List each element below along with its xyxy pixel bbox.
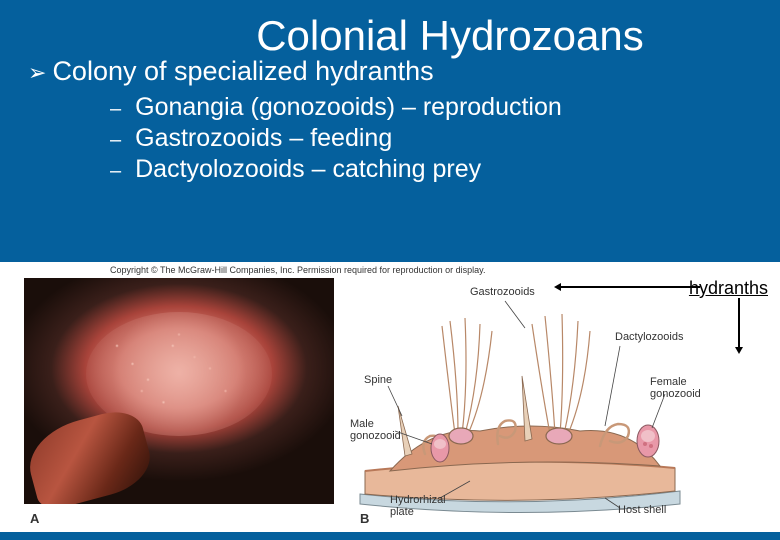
- label-spine: Spine: [364, 374, 392, 386]
- bullet-arrow-icon: ➢: [28, 60, 46, 86]
- gastrozooid-left: [442, 318, 492, 444]
- sub-bullet-text: Dactyolozooids – catching prey: [135, 155, 481, 184]
- sub-bullet-list: – Gonangia (gonozooids) – reproduction –…: [0, 93, 780, 184]
- male-gonozooid: [431, 434, 449, 462]
- diagram-svg: [350, 276, 690, 516]
- photo-panel-a: [24, 278, 334, 504]
- sub-bullet-item: – Dactyolozooids – catching prey: [110, 155, 780, 184]
- label-hydrorhizal-plate: Hydrorhizal plate: [390, 494, 446, 518]
- main-bullet: ➢ Colony of specialized hydranths: [0, 56, 780, 87]
- sub-bullet-item: – Gastrozooids – feeding: [110, 124, 780, 153]
- annotation-arrow-down: [738, 298, 740, 348]
- copyright-text: Copyright © The McGraw-Hill Companies, I…: [110, 265, 485, 275]
- main-bullet-text: Colony of specialized hydranths: [52, 56, 433, 87]
- gastrozooid-right: [532, 314, 590, 444]
- slide-title: Colonial Hydrozoans: [0, 0, 780, 60]
- dash-icon: –: [110, 160, 121, 183]
- label-male-gonozooid: Male gonozooid: [350, 418, 401, 442]
- label-gastrozooids: Gastrozooids: [470, 286, 535, 298]
- sub-bullet-text: Gonangia (gonozooids) – reproduction: [135, 93, 562, 122]
- label-dactylozooids: Dactylozooids: [615, 331, 683, 343]
- sub-bullet-text: Gastrozooids – feeding: [135, 124, 392, 153]
- panel-label-a: A: [30, 511, 39, 526]
- annotation-hydranths: hydranths: [689, 278, 768, 299]
- label-host-shell: Host shell: [618, 504, 666, 516]
- annotation-arrow-left: [560, 286, 700, 288]
- dash-icon: –: [110, 98, 121, 121]
- label-female-gonozooid: Female gonozooid: [650, 376, 701, 400]
- female-gonozooid: [637, 425, 659, 457]
- sub-bullet-item: – Gonangia (gonozooids) – reproduction: [110, 93, 780, 122]
- figure-container: Copyright © The McGraw-Hill Companies, I…: [0, 262, 780, 532]
- dash-icon: –: [110, 129, 121, 152]
- diagram-panel-b: Gastrozooids Dactylozooids Female gonozo…: [350, 276, 690, 516]
